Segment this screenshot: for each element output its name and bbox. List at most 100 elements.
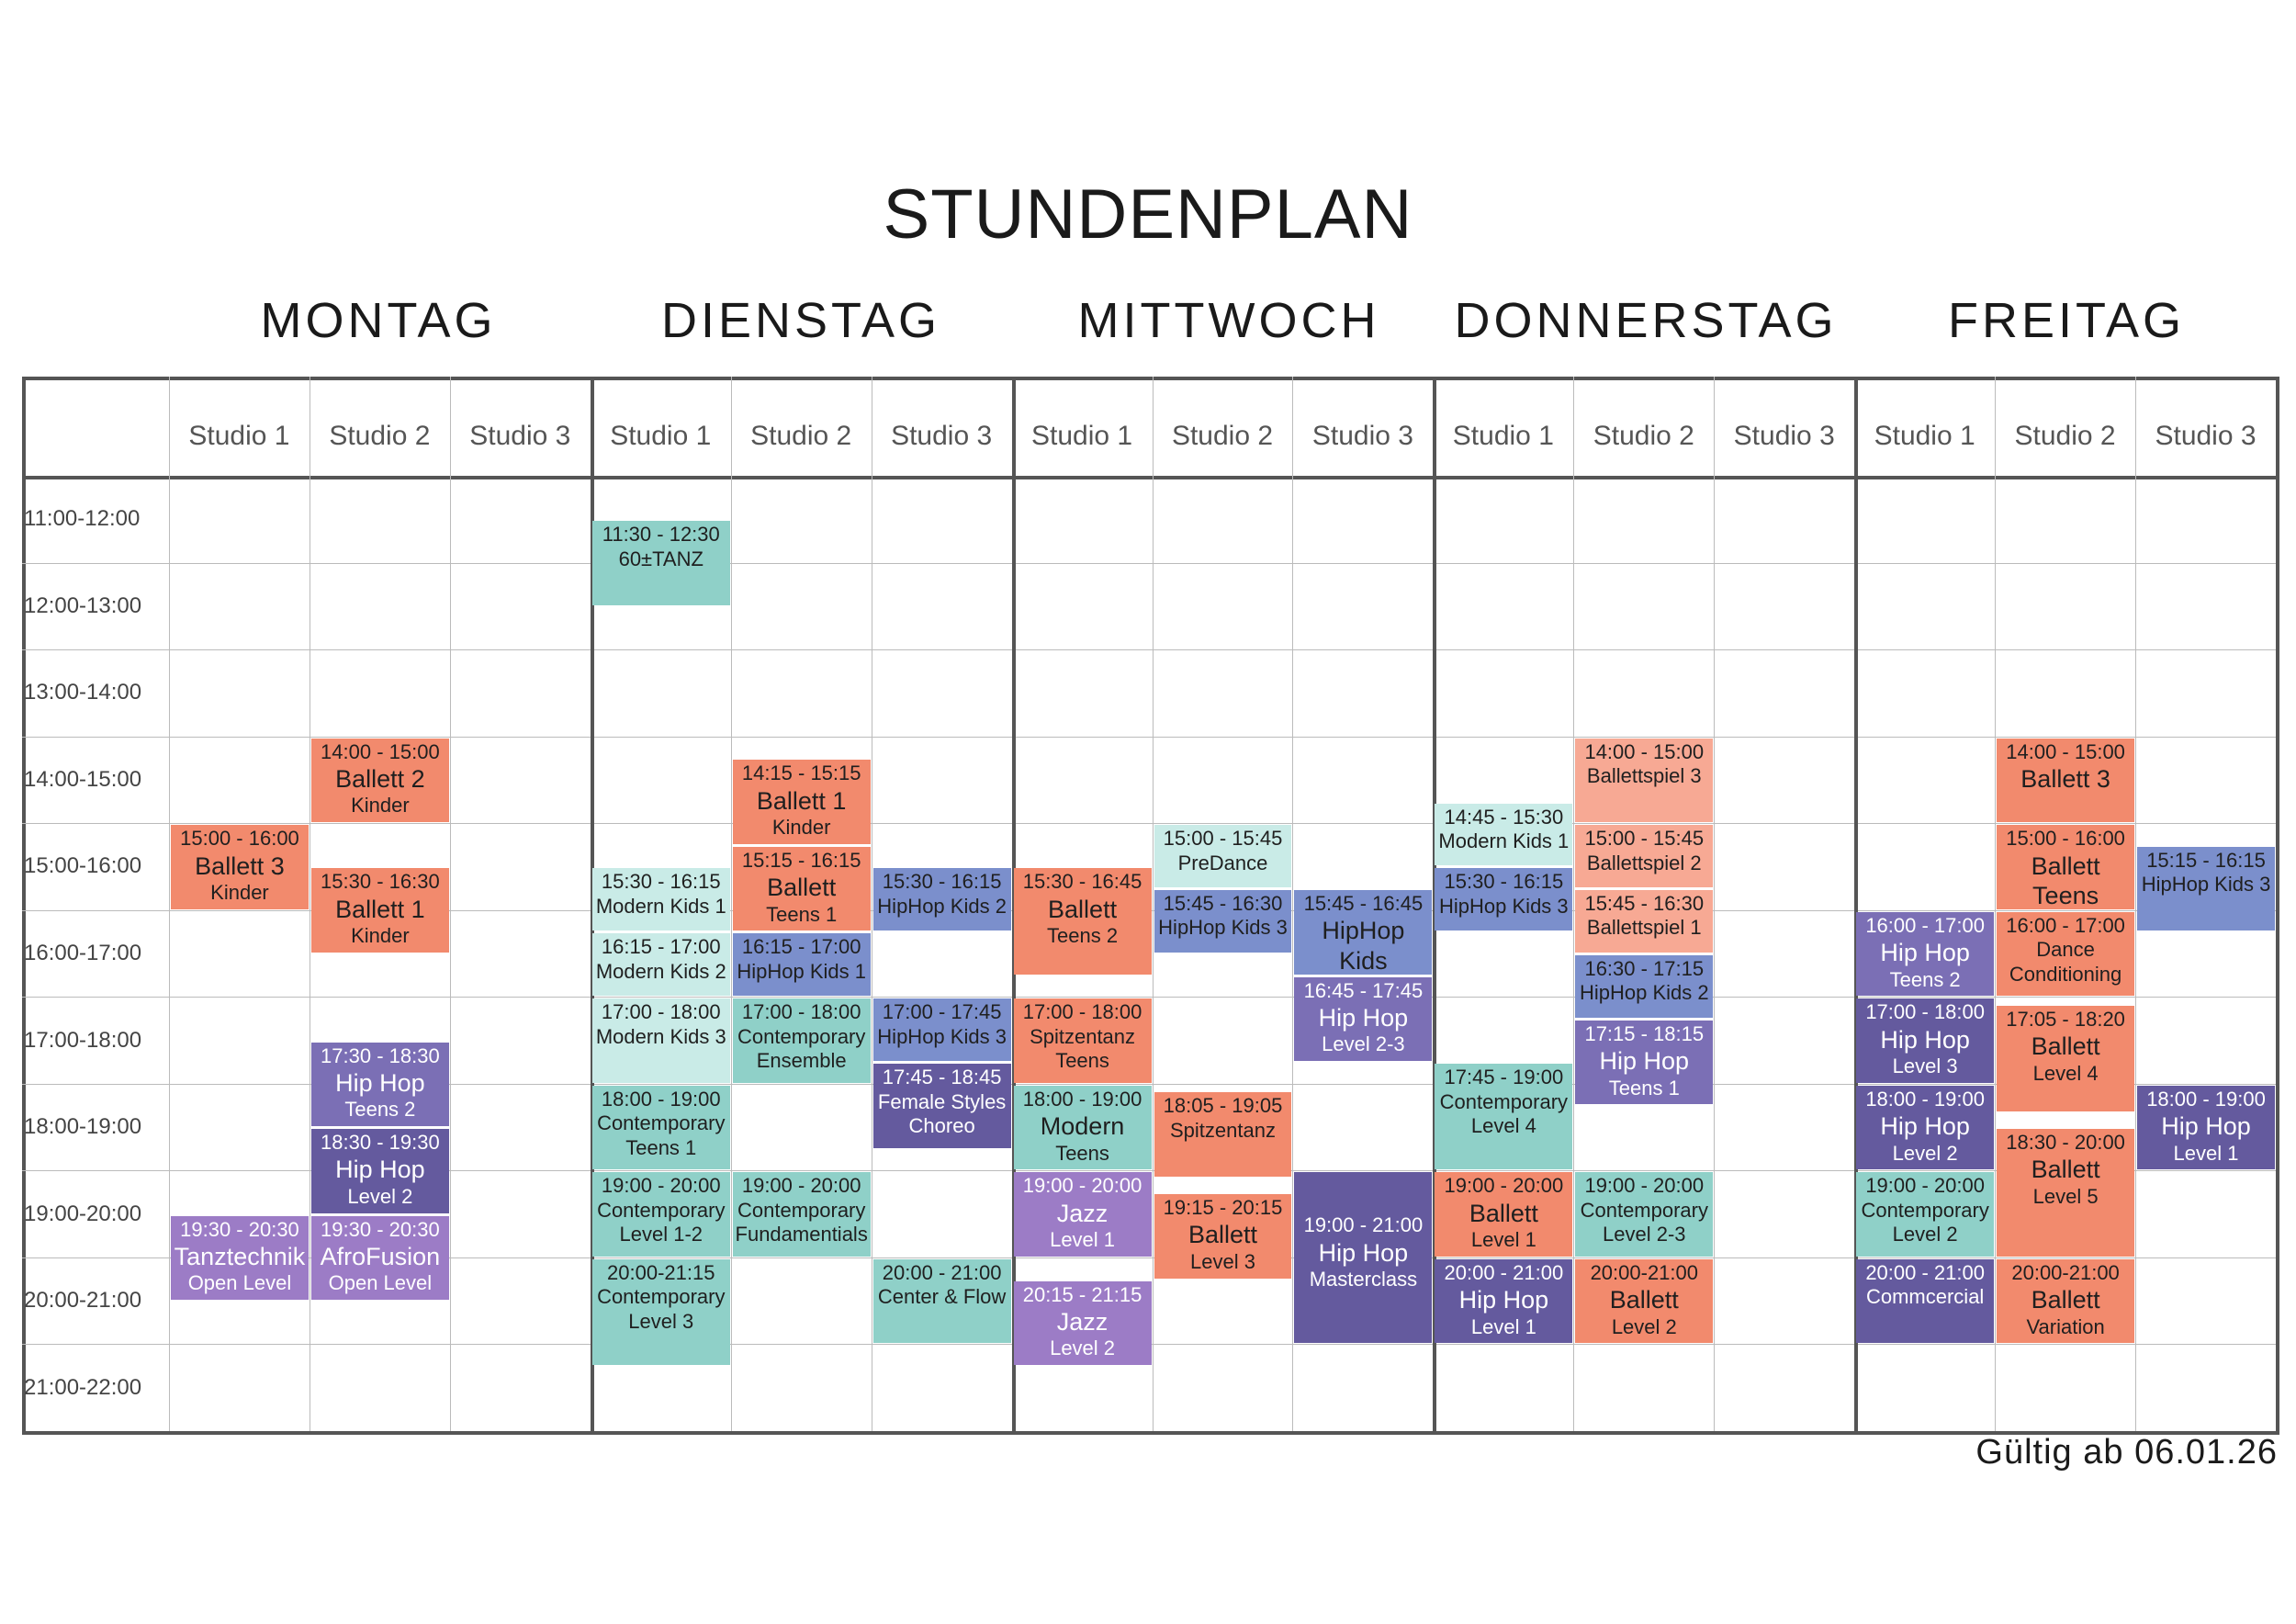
class-subtitle: Level 3 xyxy=(628,1309,694,1333)
class-time: 17:45 - 19:00 xyxy=(1444,1066,1564,1089)
class-block: 16:30 - 17:15 HipHop Kids 2 xyxy=(1575,955,1714,1018)
day-header-mittwoch: MITTWOCH xyxy=(1077,293,1380,348)
class-block: 15:45 - 16:30 Ballettspiel 1 xyxy=(1575,890,1714,953)
studio-divider xyxy=(449,377,451,1431)
class-name: Ballett xyxy=(1469,1199,1538,1227)
class-time: 15:30 - 16:15 xyxy=(601,870,721,894)
class-block: 17:05 - 18:20 Ballett Level 4 xyxy=(1997,1005,2135,1111)
class-subtitle: Fundamentials xyxy=(735,1223,868,1246)
class-subtitle: Level 5 xyxy=(2032,1184,2099,1208)
class-subtitle: Kinder xyxy=(771,816,831,840)
class-subtitle: Kinder xyxy=(351,924,410,948)
class-block: 18:00 - 19:00 Hip Hop Level 2 xyxy=(1856,1085,1995,1170)
class-block: 18:00 - 19:00 Contemporary Teens 1 xyxy=(591,1085,730,1170)
class-block: 17:00 - 18:00 Contemporary Ensemble xyxy=(732,998,871,1083)
hour-line xyxy=(22,562,2276,564)
class-name: Hip Hop xyxy=(1318,1004,1409,1032)
class-time: 15:00 - 16:00 xyxy=(2006,827,2125,851)
studio-divider xyxy=(2135,377,2137,1431)
class-block: 16:45 - 17:45 Hip Hop Level 2-3 xyxy=(1294,976,1433,1062)
class-name: Ballett xyxy=(1609,1286,1679,1314)
studio-header: Studio 1 xyxy=(1452,421,1554,451)
grid-border-left xyxy=(22,377,26,1435)
class-time: 16:00 - 17:00 xyxy=(2006,913,2125,937)
studio-header: Studio 2 xyxy=(2014,421,2116,451)
class-time: 19:15 - 20:15 xyxy=(1163,1196,1283,1219)
class-time: 15:00 - 16:00 xyxy=(180,827,299,851)
day-divider xyxy=(1854,377,1859,1431)
class-block: 16:00 - 17:00 Dance Conditioning xyxy=(1997,911,2135,997)
class-subtitle: Contemporary xyxy=(597,1111,726,1135)
class-subtitle: Open Level xyxy=(328,1271,433,1295)
class-time: 16:00 - 17:00 xyxy=(1865,913,1985,937)
day-header-montag: MONTAG xyxy=(260,293,497,348)
class-block: 17:00 - 18:00 Hip Hop Level 3 xyxy=(1856,998,1995,1083)
class-subtitle: Level 2-3 xyxy=(1322,1032,1405,1056)
class-block: 17:00 - 18:00 Modern Kids 3 xyxy=(591,998,730,1083)
class-block: 17:00 - 18:00 Spitzentanz Teens xyxy=(1013,998,1152,1083)
class-block: 20:00-21:00 Ballett Level 2 xyxy=(1575,1258,1714,1344)
class-subtitle: Contemporary xyxy=(1580,1198,1708,1222)
hour-line xyxy=(22,649,2276,651)
studio-header: Studio 3 xyxy=(891,421,993,451)
class-block: 20:15 - 21:15 Jazz Level 2 xyxy=(1013,1280,1152,1366)
class-subtitle: HipHop Kids 3 xyxy=(877,1024,1007,1048)
class-subtitle: Ballettspiel 3 xyxy=(1586,764,1702,788)
class-subtitle: PreDance xyxy=(1177,851,1268,874)
class-block: 15:15 - 16:15 HipHop Kids 3 xyxy=(2137,846,2275,931)
grid-border-right xyxy=(2276,377,2279,1435)
class-time: 14:45 - 15:30 xyxy=(1444,805,1564,829)
class-name: Hip Hop xyxy=(1880,1025,1970,1054)
class-time: 18:00 - 19:00 xyxy=(1022,1087,1142,1111)
class-time: 16:30 - 17:15 xyxy=(1584,957,1705,980)
class-time: 20:00 - 21:00 xyxy=(1444,1260,1564,1284)
time-column-divider xyxy=(169,377,170,1431)
class-block: 17:30 - 18:30 Hip Hop Teens 2 xyxy=(310,1042,449,1127)
class-name: Hip Hop xyxy=(1880,1112,1970,1141)
class-block: 16:00 - 17:00 Hip Hop Teens 2 xyxy=(1856,911,1995,997)
class-block: 16:15 - 17:00 HipHop Kids 1 xyxy=(732,933,871,997)
class-name: Tanztechnik xyxy=(174,1243,306,1271)
class-time: 17:00 - 18:00 xyxy=(601,1000,721,1024)
studio-divider xyxy=(1714,377,1716,1431)
class-time: 15:45 - 16:30 xyxy=(1584,892,1705,916)
class-subtitle: Level 3 xyxy=(1892,1054,1958,1078)
class-subtitle: Level 1-2 xyxy=(619,1223,703,1246)
class-subtitle: Level 4 xyxy=(2032,1061,2099,1085)
class-subtitle: Teens 1 xyxy=(625,1135,697,1159)
studio-header: Studio 3 xyxy=(1311,421,1413,451)
class-time: 15:30 - 16:45 xyxy=(1022,870,1142,894)
class-block: 19:00 - 20:00 Jazz Level 1 xyxy=(1013,1172,1152,1257)
time-label: 15:00-16:00 xyxy=(24,853,142,879)
class-name: Ballett xyxy=(2031,1286,2100,1314)
class-time: 14:00 - 15:00 xyxy=(1584,739,1705,763)
class-block: 18:00 - 19:00 Modern Teens xyxy=(1013,1085,1152,1170)
class-time: 15:30 - 16:30 xyxy=(321,870,440,894)
class-subtitle: Masterclass xyxy=(1309,1268,1418,1291)
class-subtitle: Level 1 xyxy=(1470,1228,1536,1252)
hour-line xyxy=(22,1083,2276,1085)
class-subtitle: 60±TANZ xyxy=(618,547,703,570)
class-block: 15:30 - 16:30 Ballett 1 Kinder xyxy=(310,868,449,953)
class-subtitle: Conditioning xyxy=(2009,962,2122,986)
class-name: Ballett xyxy=(1048,895,1118,923)
class-block: 15:00 - 16:00 Ballett Teens xyxy=(1997,825,2135,909)
grid-border-bottom xyxy=(22,1431,2276,1435)
class-time: 15:30 - 16:15 xyxy=(882,870,1002,894)
class-subtitle: Female Styles xyxy=(877,1089,1007,1113)
class-subtitle: Dance xyxy=(2036,938,2095,962)
class-subtitle: Contemporary xyxy=(597,1285,726,1309)
class-name: Ballett 1 xyxy=(335,895,425,923)
hour-line xyxy=(22,1257,2276,1258)
class-subtitle: Open Level xyxy=(187,1271,292,1295)
class-time: 18:30 - 19:30 xyxy=(321,1131,440,1155)
class-block: 19:00 - 20:00 Contemporary Level 2 xyxy=(1856,1172,1995,1257)
class-block: 18:00 - 19:00 Hip Hop Level 1 xyxy=(2137,1085,2275,1170)
time-label: 19:00-20:00 xyxy=(24,1201,142,1226)
class-name: Jazz xyxy=(1056,1199,1109,1227)
time-label: 14:00-15:00 xyxy=(24,766,142,792)
class-time: 15:00 - 15:45 xyxy=(1584,827,1705,851)
class-time: 17:30 - 18:30 xyxy=(321,1043,440,1067)
